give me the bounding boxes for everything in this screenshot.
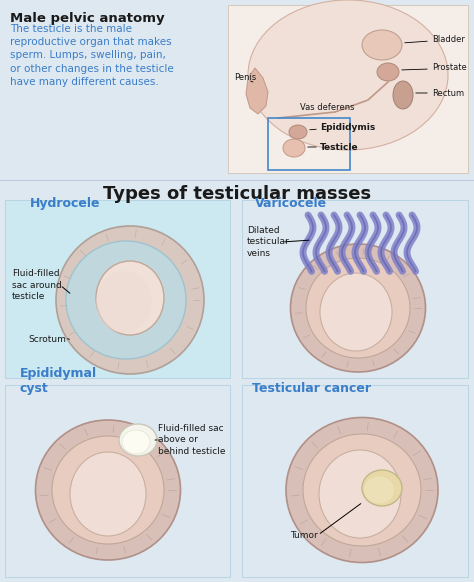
Ellipse shape: [291, 244, 426, 372]
Ellipse shape: [319, 450, 401, 538]
Text: Dilated
testicular
veins: Dilated testicular veins: [247, 226, 290, 258]
Text: Varicocele: Varicocele: [255, 197, 327, 210]
Text: Male pelvic anatomy: Male pelvic anatomy: [10, 12, 164, 25]
FancyBboxPatch shape: [5, 200, 230, 378]
Ellipse shape: [96, 261, 164, 335]
Text: Bladder: Bladder: [432, 36, 465, 44]
Text: Epididymal
cyst: Epididymal cyst: [20, 367, 97, 395]
Ellipse shape: [96, 271, 152, 333]
Ellipse shape: [119, 424, 157, 456]
Ellipse shape: [283, 139, 305, 157]
FancyBboxPatch shape: [242, 200, 468, 378]
FancyBboxPatch shape: [5, 385, 230, 577]
Ellipse shape: [364, 477, 394, 503]
Ellipse shape: [70, 452, 146, 536]
Text: Prostate: Prostate: [432, 63, 467, 73]
Ellipse shape: [248, 0, 448, 150]
Text: Penis: Penis: [234, 73, 256, 83]
FancyBboxPatch shape: [242, 385, 468, 577]
Text: The testicle is the male
reproductive organ that makes
sperm. Lumps, swelling, p: The testicle is the male reproductive or…: [10, 24, 174, 87]
Ellipse shape: [303, 434, 421, 546]
FancyBboxPatch shape: [228, 5, 468, 173]
Ellipse shape: [56, 226, 204, 374]
Ellipse shape: [377, 63, 399, 81]
Text: Types of testicular masses: Types of testicular masses: [103, 185, 371, 203]
Text: Testicular cancer: Testicular cancer: [252, 382, 371, 395]
Text: Scrotum: Scrotum: [28, 335, 66, 345]
Ellipse shape: [306, 258, 410, 358]
Ellipse shape: [289, 125, 307, 139]
Ellipse shape: [36, 420, 181, 560]
Text: Epididymis: Epididymis: [320, 123, 375, 133]
Text: Vas deferens: Vas deferens: [300, 104, 355, 112]
Text: Testicle: Testicle: [320, 143, 359, 151]
Ellipse shape: [362, 30, 402, 60]
Ellipse shape: [286, 417, 438, 562]
Ellipse shape: [320, 273, 392, 351]
Text: Tumor: Tumor: [290, 531, 318, 540]
Text: Fluid-filled sac
above or
behind testicle: Fluid-filled sac above or behind testicl…: [158, 424, 226, 456]
Text: Fluid-filled
sac around
testicle: Fluid-filled sac around testicle: [12, 269, 62, 300]
Text: Hydrocele: Hydrocele: [30, 197, 100, 210]
Ellipse shape: [66, 241, 186, 359]
Text: Rectum: Rectum: [432, 88, 464, 98]
Ellipse shape: [52, 436, 164, 544]
Ellipse shape: [362, 470, 402, 506]
Ellipse shape: [122, 430, 150, 454]
Polygon shape: [246, 68, 268, 114]
Ellipse shape: [393, 81, 413, 109]
